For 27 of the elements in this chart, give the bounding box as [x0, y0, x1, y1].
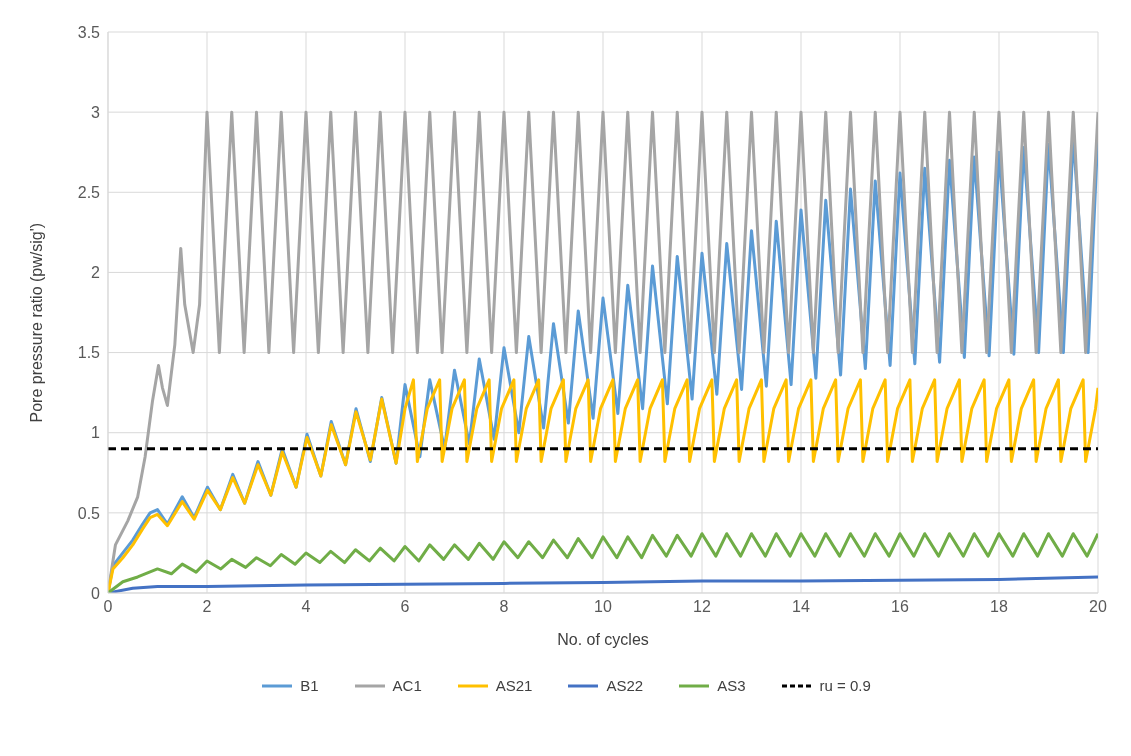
y-tick-label: 0.5	[77, 504, 101, 522]
legend-label: AS21	[495, 677, 533, 694]
x-tick-label: 0	[103, 598, 113, 616]
y-tick-label: 2	[91, 264, 101, 282]
x-tick-label: 4	[301, 598, 311, 616]
y-tick-label: 3	[91, 103, 101, 121]
x-tick-label: 16	[891, 598, 909, 616]
y-axis-title: Pore pressure ratio (pw/sig')	[27, 222, 45, 423]
y-tick-label: 3.5	[77, 23, 101, 41]
y-tick-label: 0	[91, 584, 101, 602]
legend-label: B1	[300, 677, 319, 694]
legend-label: AS3	[717, 677, 746, 694]
legend-label: AC1	[392, 677, 422, 694]
legend-label: ru = 0.9	[819, 677, 871, 694]
y-tick-label: 1.5	[77, 344, 101, 362]
y-tick-label: 2.5	[77, 183, 101, 201]
y-tick-label: 1	[91, 424, 101, 442]
legend-label: AS22	[606, 677, 644, 694]
x-axis-title: No. of cycles	[557, 631, 649, 648]
x-tick-label: 8	[499, 598, 509, 616]
x-tick-label: 14	[792, 598, 810, 616]
x-tick-label: 18	[990, 598, 1008, 616]
x-tick-label: 10	[594, 598, 612, 616]
x-tick-label: 2	[202, 598, 212, 616]
x-tick-label: 12	[693, 598, 711, 616]
x-tick-label: 6	[400, 598, 410, 616]
x-tick-label: 20	[1089, 598, 1107, 616]
